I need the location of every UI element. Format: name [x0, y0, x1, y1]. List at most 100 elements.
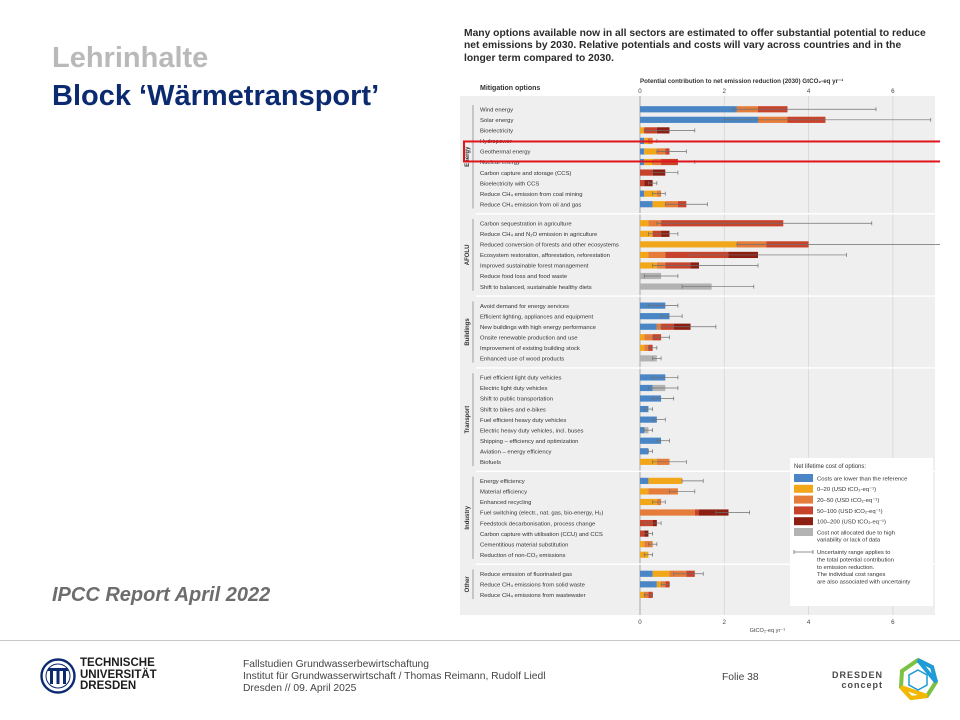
footer-institute: Institut für Grundwasserwirtschaft / Tho… [243, 671, 546, 682]
bar-segment [640, 148, 645, 155]
option-label: Bioelectricity [480, 129, 513, 135]
bar-segment [640, 283, 712, 290]
x-tick-label-bottom: 4 [807, 619, 811, 626]
bar-segment [640, 498, 657, 506]
legend-label: 100–200 (USD tCO₂-eq⁻¹) [817, 520, 886, 526]
option-label: Avoid demand for energy services [480, 304, 569, 310]
bar-segment [694, 509, 699, 516]
x-tick-label-top: 2 [723, 88, 727, 95]
bar-segment [648, 488, 678, 495]
bar-segment [640, 581, 657, 588]
option-label: Feedstock decarbonisation, process chang… [480, 521, 596, 527]
legend-swatch [794, 474, 813, 482]
x-tick-label-bottom: 6 [891, 619, 895, 626]
option-label: Improved sustainable forest management [480, 264, 589, 270]
bar-segment [648, 220, 662, 227]
bar-segment [640, 106, 737, 113]
dresden-concept-text: DRESDEN concept [832, 670, 883, 690]
bar-segment [644, 148, 657, 155]
dresden-concept-logo-icon [898, 658, 939, 701]
bar-segment [640, 230, 653, 237]
university-line: DRESDEN [80, 680, 137, 693]
option-label: Biofuels [480, 460, 501, 466]
sector-label: Transport [465, 406, 471, 434]
bar-segment [699, 509, 729, 516]
legend-uncertainty-note: to emission reduction. [817, 565, 875, 571]
option-label: Reduced conversion of forests and other … [480, 243, 619, 249]
legend-label: 20–50 (USD tCO₂-eq⁻¹) [817, 498, 879, 504]
bar-segment [640, 241, 737, 248]
option-label: Shift to bikes and e-bikes [480, 407, 546, 413]
option-label: Cementitious material substitution [480, 542, 568, 548]
legend-swatch [794, 484, 813, 493]
bar-segment [640, 190, 645, 197]
bar-segment [644, 344, 649, 351]
footer-course: Fallstudien Grundwasserbewirtschaftung [243, 659, 430, 670]
bar-segment [652, 570, 670, 577]
partner-line: concept [841, 680, 884, 690]
option-label: Carbon capture and storage (CCS) [480, 171, 571, 177]
bar-segment [640, 448, 649, 455]
bar-segment [640, 416, 657, 423]
footer-info: Fallstudien Grundwasserbewirtschaftung I… [243, 659, 546, 695]
bar-segment [640, 530, 645, 537]
figure-caption: Many options available now in all sector… [464, 28, 926, 64]
bar-segment [656, 581, 662, 588]
option-label: Efficient lighting, appliances and equip… [480, 314, 594, 320]
legend-uncertainty-note: Uncertainty range applies to [817, 550, 891, 556]
option-label: Shipping – efficiency and optimization [480, 439, 578, 445]
bar-segment [644, 334, 653, 341]
option-label: Solar energy [480, 118, 513, 124]
slide-title-line2: Block ‘Wärmetransport’ [52, 80, 380, 112]
option-label: Carbon capture with utilisation (CCU) an… [480, 532, 603, 538]
bar-segment [640, 201, 653, 208]
bar-segment [640, 395, 662, 402]
bar-segment [640, 169, 653, 176]
bar-segment [640, 180, 645, 187]
legend-background [790, 458, 933, 606]
option-label: Reduce CH₄ emission from coal mining [480, 192, 583, 198]
option-label: Reduce food loss and food waste [480, 274, 568, 280]
option-label: Improvement of existing building stock [480, 346, 580, 352]
option-label: Wind energy [480, 107, 513, 113]
bar-segment [640, 384, 653, 392]
bar-segment [640, 127, 645, 134]
legend-swatch [794, 528, 813, 536]
bar-segment [652, 201, 666, 208]
bar-segment [640, 427, 645, 434]
option-label: Electric heavy duty vehicles, incl. buse… [480, 428, 584, 434]
chart-title: Potential contribution to net emission r… [640, 78, 843, 85]
option-label: Onsite renewable production and use [480, 335, 578, 341]
bar-segment [640, 437, 662, 444]
bar-segment [648, 477, 683, 484]
option-label: Carbon sequestration in agriculture [480, 221, 572, 227]
mitigation-chart: Mitigation options Potential contribution… [460, 72, 948, 640]
bar-segment [640, 251, 649, 259]
legend-uncertainty-note: are also associated with uncertainty [817, 580, 910, 586]
slide-title-line1: Lehrinhalte [52, 42, 209, 74]
x-axis-label: GtCO₂-eq yr⁻¹ [750, 628, 786, 634]
x-tick-label-top: 4 [807, 88, 811, 95]
university-line: TECHNISCHE [80, 657, 155, 669]
legend-label-continued: variability or lack of data [817, 537, 881, 543]
bar-segment [640, 313, 670, 320]
bar-segment [656, 323, 662, 330]
bar-segment [640, 477, 649, 484]
bar-segment [640, 323, 657, 330]
university-line: UNIVERSITÄT [80, 668, 157, 681]
legend-label: 0–20 (USD tCO₂-eq⁻¹) [817, 487, 876, 493]
option-label: Enhanced use of wood products [480, 357, 564, 363]
bar-segment [640, 220, 649, 227]
option-label: Geothermal energy [480, 150, 530, 156]
bar-segment [648, 251, 666, 259]
option-label: Fuel switching (electr., nat. gas, bio-e… [480, 511, 603, 517]
footer-divider [0, 640, 960, 641]
bar-segment [640, 355, 657, 362]
sector-label: Energy [465, 146, 471, 167]
sector-label: Buildings [465, 318, 471, 346]
bar-segment [640, 541, 645, 548]
option-label: Reduce emission of fluorinated gas [480, 572, 572, 578]
legend-swatch [794, 495, 813, 504]
option-label: Nuclear energy [480, 160, 520, 166]
x-tick-label-top: 6 [891, 88, 895, 95]
